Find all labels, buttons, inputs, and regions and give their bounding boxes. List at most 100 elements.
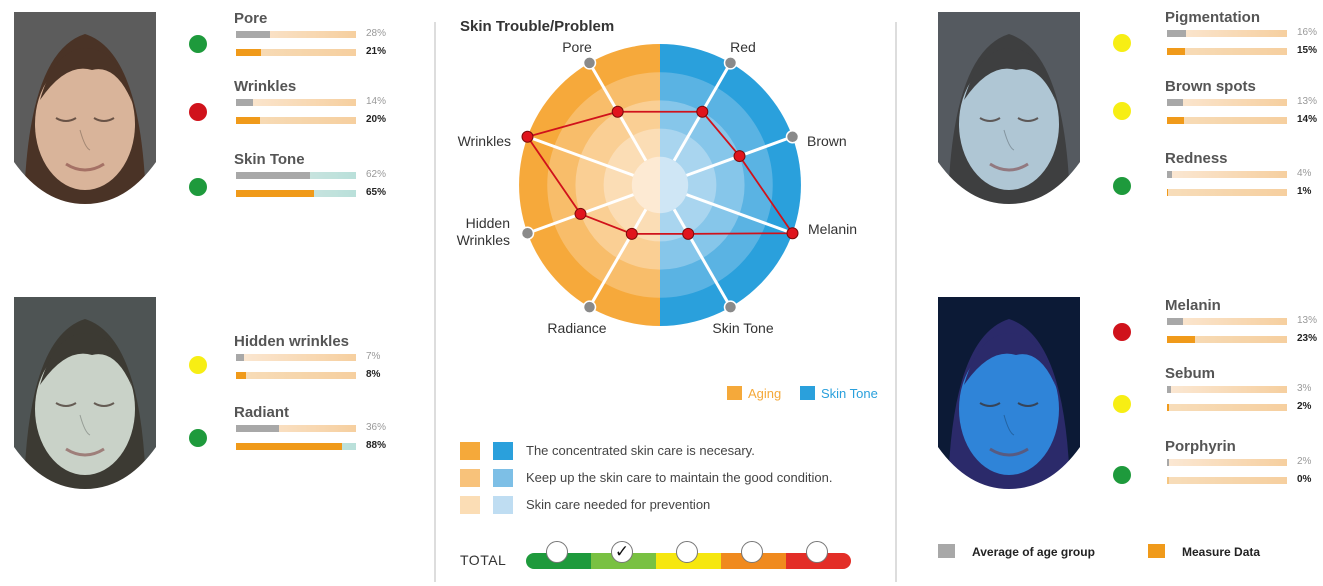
metric-label: Porphyrin xyxy=(1165,438,1236,455)
data-point xyxy=(521,130,534,143)
average-value: 4% xyxy=(1297,168,1312,179)
average-value: 7% xyxy=(366,351,381,362)
skin-tone-level-swatch xyxy=(493,469,513,487)
axis-end-marker xyxy=(723,300,738,314)
radar-spoke xyxy=(526,135,635,177)
metric-redness: Redness 4% 1% xyxy=(1165,150,1323,208)
metric-skin-tone: Skin Tone 62% 65% xyxy=(234,151,424,209)
measure-value: 65% xyxy=(366,187,387,198)
metric-hidden-wrinkles: Hidden wrinkles 7% 8% xyxy=(234,333,424,391)
axis-label: Wrinkles xyxy=(458,133,511,149)
average-key-label: Average of age group xyxy=(972,545,1095,559)
measure-bar xyxy=(236,49,356,56)
average-swatch xyxy=(938,544,955,558)
guide-text: Keep up the skin care to maintain the go… xyxy=(526,470,833,485)
status-dot-melanin xyxy=(1113,323,1131,341)
average-fill xyxy=(1167,386,1171,393)
metric-label: Wrinkles xyxy=(234,78,297,95)
measure-bar xyxy=(1167,336,1287,343)
data-point xyxy=(682,227,695,240)
skin-tone-level-swatch xyxy=(493,442,513,460)
aging-legend-label: Aging xyxy=(748,386,782,401)
axis-label: Skin Tone xyxy=(712,320,773,336)
average-bar xyxy=(236,99,356,106)
guide-text: Skin care needed for prevention xyxy=(526,497,711,512)
metric-label: Pore xyxy=(234,10,268,27)
status-dot-hidden-wrinkles xyxy=(189,356,207,374)
average-fill xyxy=(1167,459,1170,466)
status-dot-porphyrin xyxy=(1113,466,1131,484)
average-bar xyxy=(1167,459,1287,466)
average-fill xyxy=(236,172,311,179)
measure-fill xyxy=(236,443,342,450)
axis-end-marker xyxy=(723,56,738,70)
metric-pore: Pore 28% 21% xyxy=(234,10,424,68)
aging-swatch xyxy=(727,386,742,400)
skin-tone-legend-label: Skin Tone xyxy=(821,386,878,401)
key-average: Average of age group xyxy=(938,544,1095,559)
measure-fill xyxy=(1167,189,1169,196)
measure-bar xyxy=(236,372,356,379)
key-measure: Measure Data xyxy=(1148,544,1260,559)
average-value: 13% xyxy=(1297,96,1318,107)
face-photo-polarized xyxy=(14,297,156,489)
category-legend-skin-tone: Skin Tone xyxy=(800,386,878,401)
metric-label: Pigmentation xyxy=(1165,9,1261,26)
axis-end-marker xyxy=(520,226,535,240)
total-knob: ✓ xyxy=(611,541,633,563)
average-fill xyxy=(236,31,270,38)
measure-fill xyxy=(1167,404,1170,411)
average-fill xyxy=(236,425,280,432)
average-bar xyxy=(236,425,356,432)
measure-value: 21% xyxy=(366,46,387,57)
average-bar xyxy=(236,31,356,38)
measure-value: 1% xyxy=(1297,186,1312,197)
data-point xyxy=(786,227,799,240)
axis-label: Melanin xyxy=(808,221,857,237)
axis-label: Radiance xyxy=(547,320,606,336)
average-bar xyxy=(1167,99,1287,106)
aging-level-swatch xyxy=(460,496,480,514)
average-fill xyxy=(1167,171,1172,178)
data-point xyxy=(625,227,638,240)
average-fill xyxy=(1167,99,1183,106)
measure-value: 0% xyxy=(1297,474,1312,485)
face-illustration xyxy=(14,12,156,204)
metric-melanin: Melanin 13% 23% xyxy=(1165,297,1323,355)
axis-label: Red xyxy=(730,39,756,55)
radar-spoke xyxy=(685,193,794,235)
face-photo-cross-polarized xyxy=(938,12,1080,204)
average-value: 13% xyxy=(1297,315,1318,326)
metric-brown-spots: Brown spots 13% 14% xyxy=(1165,78,1323,136)
axis-label: Brown xyxy=(807,133,847,149)
measure-swatch xyxy=(1148,544,1165,558)
data-point xyxy=(733,150,746,163)
measure-bar xyxy=(1167,117,1287,124)
status-dot-wrinkles xyxy=(189,103,207,121)
face-photo-normal xyxy=(14,12,156,204)
metric-sebum: Sebum 3% 2% xyxy=(1165,365,1323,423)
face-illustration xyxy=(14,297,156,489)
skin-tone-ring xyxy=(660,156,689,214)
measure-key-label: Measure Data xyxy=(1182,545,1261,559)
measure-bar xyxy=(236,117,356,124)
skin-tone-level-swatch xyxy=(493,496,513,514)
guide-text: The concentrated skin care is necesary. xyxy=(526,443,755,458)
divider-left xyxy=(434,22,436,582)
average-bar xyxy=(236,172,356,179)
status-dot-brown-spots xyxy=(1113,102,1131,120)
measure-fill xyxy=(236,49,262,56)
axis-label: Pore xyxy=(562,39,592,55)
measure-bar xyxy=(1167,189,1287,196)
metric-label: Melanin xyxy=(1165,297,1221,314)
axis-label-line: Wrinkles xyxy=(457,232,510,248)
total-knob xyxy=(676,541,698,563)
data-point xyxy=(696,105,709,118)
aging-level-swatch xyxy=(460,469,480,487)
average-bar xyxy=(1167,30,1287,37)
average-value: 14% xyxy=(366,96,387,107)
average-value: 2% xyxy=(1297,456,1312,467)
axis-label-line: Melanin xyxy=(808,221,857,237)
metric-label: Radiant xyxy=(234,404,290,421)
measure-value: 15% xyxy=(1297,45,1318,56)
